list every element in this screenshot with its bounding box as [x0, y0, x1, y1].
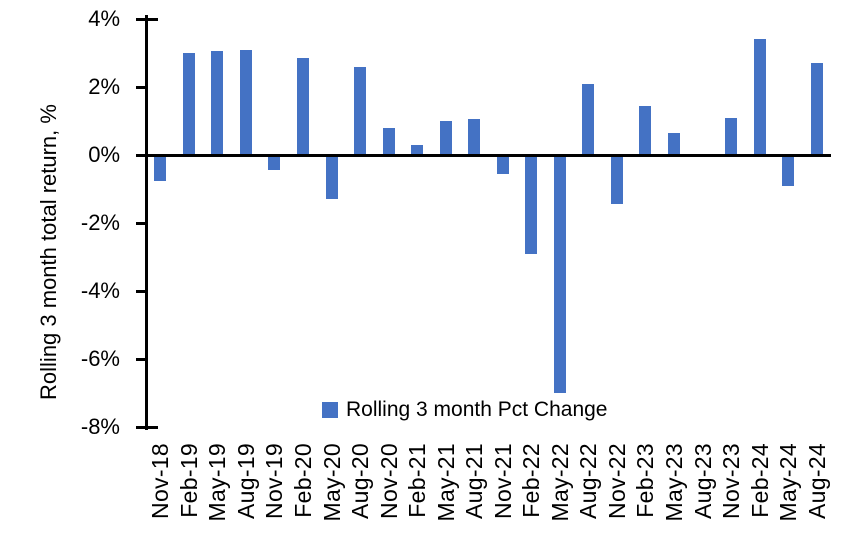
bar	[296, 58, 309, 155]
x-category-label: Aug-23	[689, 443, 716, 519]
bar	[496, 155, 509, 174]
zero-baseline	[136, 153, 831, 157]
bar	[182, 53, 195, 155]
bar	[268, 155, 281, 171]
x-category-label: May-20	[318, 443, 345, 522]
bar	[810, 63, 823, 155]
bar	[553, 155, 566, 393]
legend: Rolling 3 month Pct Change	[322, 398, 608, 421]
x-category-label: Aug-21	[461, 443, 488, 519]
x-category-label: May-21	[432, 443, 459, 522]
bar	[154, 155, 167, 181]
x-category-label: Nov-22	[603, 443, 630, 519]
x-category-label: Nov-23	[718, 443, 745, 519]
x-category-label: May-19	[204, 443, 231, 522]
y-tick-mark	[147, 425, 158, 429]
x-category-label: Nov-18	[147, 443, 174, 519]
y-tick-mark	[136, 425, 146, 429]
bar	[610, 155, 623, 205]
bar	[782, 155, 795, 186]
x-category-label: May-24	[775, 443, 802, 522]
bar	[639, 105, 652, 155]
x-category-label: May-22	[546, 443, 573, 522]
y-tick-label: -8%	[80, 414, 120, 439]
y-tick-mark	[136, 221, 146, 225]
y-tick-label: 4%	[88, 6, 120, 31]
y-tick-label: -2%	[80, 210, 120, 235]
x-category-label: Nov-21	[489, 443, 516, 519]
bar	[382, 127, 395, 155]
y-axis-line	[144, 15, 148, 430]
y-tick-mark	[136, 289, 146, 293]
x-category-label: Aug-22	[575, 443, 602, 519]
legend-square-icon	[322, 402, 338, 418]
y-tick-label: -4%	[80, 278, 120, 303]
legend-label: Rolling 3 month Pct Change	[346, 398, 608, 421]
y-tick-label: -6%	[80, 346, 120, 371]
y-tick-mark	[136, 85, 146, 89]
bar	[582, 83, 595, 155]
bar	[725, 117, 738, 155]
x-category-label: Feb-23	[632, 443, 659, 518]
bar	[354, 66, 367, 155]
bar	[753, 39, 766, 155]
x-category-label: Feb-24	[746, 443, 773, 518]
x-category-label: Feb-21	[404, 443, 431, 518]
y-tick-label: 0%	[88, 142, 120, 167]
x-category-label: Aug-20	[347, 443, 374, 519]
bar	[525, 155, 538, 254]
y-tick-label: 2%	[88, 74, 120, 99]
x-category-label: Feb-19	[175, 443, 202, 518]
x-category-label: Nov-19	[261, 443, 288, 519]
bar	[211, 51, 224, 155]
bar	[439, 121, 452, 155]
bar	[239, 49, 252, 155]
x-category-label: Aug-24	[803, 443, 830, 519]
x-category-label: Feb-20	[289, 443, 316, 518]
x-category-label: May-23	[661, 443, 688, 522]
x-category-label: Aug-19	[232, 443, 259, 519]
y-tick-mark	[147, 17, 158, 21]
x-category-label: Nov-20	[375, 443, 402, 519]
bar	[325, 155, 338, 200]
y-tick-mark	[136, 357, 146, 361]
x-category-label: Feb-22	[518, 443, 545, 518]
bar	[411, 144, 424, 155]
bar	[668, 132, 681, 155]
bar	[468, 119, 481, 155]
y-tick-mark	[136, 17, 146, 21]
